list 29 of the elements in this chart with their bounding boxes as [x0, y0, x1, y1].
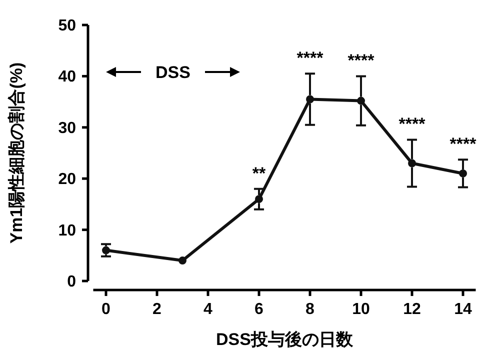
y-tick-label: 40 — [58, 68, 76, 86]
point — [459, 169, 467, 178]
point — [306, 95, 314, 104]
annotation: DSS — [156, 63, 190, 82]
point — [408, 159, 416, 168]
annotation: **** — [296, 48, 324, 68]
x-tick-label: 2 — [152, 301, 162, 318]
point — [102, 246, 110, 254]
x-tick-label: 4 — [204, 301, 213, 318]
y-tick-label: 50 — [58, 18, 76, 34]
x-tick-label: 0 — [102, 301, 111, 318]
y-tick-label: 30 — [58, 120, 76, 137]
point — [178, 256, 186, 265]
annotation: **** — [348, 51, 375, 70]
annotation: ** — [252, 164, 266, 183]
x-tick-label: 6 — [254, 301, 264, 318]
annotation: **** — [398, 114, 426, 134]
y-tick-label: 10 — [58, 222, 76, 240]
x-tick-label: 12 — [403, 301, 421, 318]
x-tick-label: 14 — [454, 301, 472, 318]
x-tick-label: 10 — [352, 301, 370, 318]
x-tick-label: 8 — [306, 301, 315, 318]
y-axis-title: Ym1陽性細胞の割合(%) — [7, 62, 26, 244]
point — [255, 195, 263, 204]
y-tick-label: 20 — [58, 171, 76, 188]
x-axis-title: DSS投与後の日数 — [216, 330, 354, 349]
point — [357, 96, 365, 105]
y-tick-label: 0 — [67, 274, 76, 290]
annotation: **** — [450, 134, 477, 154]
